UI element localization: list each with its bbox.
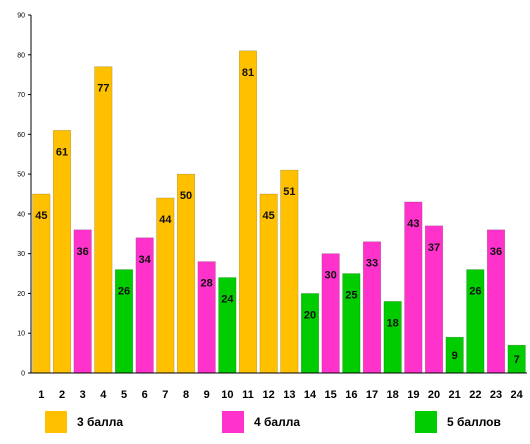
- legend-label: 4 балла: [254, 415, 300, 429]
- x-tick-label: 7: [162, 389, 168, 401]
- y-axis: 0 10 20 30 40 50 60 70 80 90: [17, 13, 32, 378]
- x-tick-label: 9: [204, 389, 210, 401]
- legend-swatch: [222, 411, 244, 433]
- data-label: 44: [159, 214, 172, 226]
- data-label: 28: [201, 278, 213, 290]
- x-axis: 1 2 3 4 5 6 7 8 9 10 11 12 13 14 15 16 17 18 19 20 21 22 23 24: [31, 372, 527, 401]
- data-label: 24: [221, 294, 234, 306]
- data-label: 77: [97, 83, 109, 95]
- y-tick-label: 80: [17, 52, 25, 59]
- data-label: 33: [366, 258, 378, 270]
- y-tick-label: 20: [17, 291, 25, 298]
- y-tick-label: 50: [17, 172, 25, 179]
- data-label: 45: [35, 210, 47, 222]
- data-label: 36: [77, 246, 89, 258]
- x-tick-label: 5: [121, 389, 127, 401]
- data-label: 26: [469, 286, 481, 298]
- y-tick-label: 90: [17, 13, 25, 20]
- data-label: 20: [304, 309, 316, 321]
- y-tick-label: 70: [17, 92, 25, 99]
- x-tick-label: 18: [387, 389, 399, 401]
- legend: 3 балла 4 балла 5 баллов: [45, 411, 501, 433]
- data-label: 18: [387, 317, 399, 329]
- x-tick-label: 8: [183, 389, 189, 401]
- bar: [218, 277, 237, 374]
- data-label: 25: [345, 290, 357, 302]
- bar: [383, 301, 402, 374]
- bar: [342, 273, 361, 374]
- data-label: 36: [490, 246, 502, 258]
- bar: [52, 130, 72, 374]
- data-label: 51: [283, 186, 295, 198]
- y-tick-label: 60: [17, 132, 25, 139]
- x-tick-label: 10: [221, 389, 233, 401]
- bars: [32, 50, 526, 374]
- x-tick-label: 12: [263, 389, 275, 401]
- x-tick-label: 6: [142, 389, 148, 401]
- y-tick-label: 0: [21, 371, 25, 378]
- x-tick-label: 20: [428, 389, 440, 401]
- data-label: 9: [452, 350, 458, 362]
- data-label: 26: [118, 286, 130, 298]
- bar: [280, 169, 299, 374]
- legend-label: 5 баллов: [447, 415, 501, 429]
- data-label: 43: [407, 218, 419, 230]
- bar: [94, 66, 113, 374]
- y-tick-label: 30: [17, 251, 25, 258]
- bar: [176, 173, 196, 374]
- bar: [300, 293, 320, 374]
- x-tick-label: 13: [283, 389, 295, 401]
- x-tick-label: 23: [490, 389, 502, 401]
- legend-swatch: [415, 411, 437, 433]
- x-tick-label: 19: [407, 389, 419, 401]
- x-tick-label: 1: [38, 389, 44, 401]
- data-label: 7: [514, 354, 520, 366]
- x-tick-label: 3: [80, 389, 86, 401]
- y-tick-label: 10: [17, 331, 25, 338]
- x-tick-label: 15: [325, 389, 337, 401]
- y-tick-label: 40: [17, 211, 25, 218]
- data-labels: 45 61 36 77 26 34 44 50 28 24 81 45 51 20 30 25 33 18 43 37…: [35, 67, 520, 366]
- x-tick-label: 11: [242, 389, 254, 401]
- data-label: 30: [325, 270, 337, 282]
- x-tick-label: 22: [469, 389, 481, 401]
- x-tick-label: 24: [511, 389, 524, 401]
- data-label: 37: [428, 242, 440, 254]
- data-label: 50: [180, 190, 192, 202]
- x-tick-label: 2: [59, 389, 65, 401]
- data-label: 81: [242, 67, 254, 79]
- legend-swatch: [45, 411, 67, 433]
- x-tick-label: 16: [345, 389, 357, 401]
- data-label: 61: [56, 146, 68, 158]
- data-label: 45: [263, 210, 275, 222]
- bar: [238, 50, 258, 374]
- x-tick-label: 4: [100, 389, 107, 401]
- x-tick-label: 14: [304, 389, 317, 401]
- data-label: 34: [139, 254, 152, 266]
- x-tick-label: 17: [366, 389, 378, 401]
- x-tick-label: 21: [449, 389, 461, 401]
- legend-label: 3 балла: [77, 415, 123, 429]
